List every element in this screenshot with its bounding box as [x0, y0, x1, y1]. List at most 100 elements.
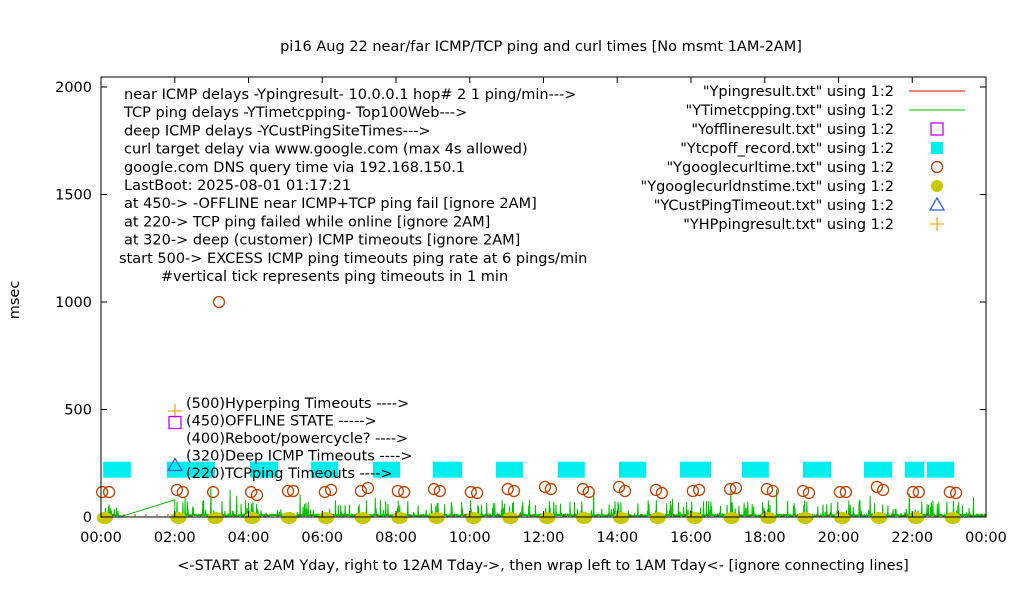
tcpoff-marker — [863, 461, 893, 478]
legend-entry-label: "Yofflineresult.txt" using 1:2 — [691, 122, 894, 138]
curl-time-point — [433, 484, 447, 498]
x-tick-label: 00:00 — [80, 530, 122, 546]
curl-time-point — [507, 484, 521, 498]
curl-time-point — [538, 480, 552, 494]
legend-entry-label: "YTimetcpping.txt" using 1:2 — [686, 103, 894, 119]
level-label: (500)Hyperping Timeouts ----> — [186, 396, 409, 412]
note-line: curl target delay via www.google.com (ma… — [124, 142, 528, 158]
x-tick-label: 02:00 — [154, 530, 196, 546]
curl-time-point — [391, 484, 404, 498]
x-tick-label: 22:00 — [891, 530, 933, 546]
curl-time-point — [802, 486, 816, 500]
tcpoff-marker — [803, 461, 832, 478]
tcpoff-marker — [103, 461, 131, 478]
level-marker-icon — [166, 457, 184, 472]
legend-entry-label: "Ygooglecurltime.txt" using 1:2 — [667, 160, 895, 176]
curl-time-point — [206, 485, 220, 499]
curl-time-point — [464, 485, 478, 499]
dns-time-point — [576, 512, 593, 524]
y-tick-label: 0 — [83, 510, 92, 526]
tcpoff-marker — [741, 461, 769, 478]
dns-time-point — [465, 512, 482, 524]
curl-time-point — [176, 485, 190, 499]
curl-time-point — [729, 481, 743, 495]
note-line: at 220-> TCP ping failed while online [i… — [124, 214, 490, 230]
curl-time-point — [318, 485, 331, 499]
legend-entry-label: "YHPpingresult.txt" using 1:2 — [683, 217, 894, 233]
level-label: (400)Reboot/powercycle? ----> — [186, 431, 408, 447]
legend-entry-label: "Ytcpoff_record.txt" using 1:2 — [680, 141, 894, 157]
dns-time-point — [539, 512, 556, 524]
notes-block: near ICMP delays -Ypingresult- 10.0.0.1 … — [119, 87, 587, 285]
curl-time-point — [470, 486, 484, 500]
level-label: (450)OFFLINE STATE -----> — [186, 414, 377, 430]
dns-time-point — [907, 512, 924, 524]
x-tick-label: 20:00 — [818, 530, 860, 546]
curl-time-point — [244, 485, 258, 499]
note-line: TCP ping delays -YTimetcpping- Top100Web… — [123, 105, 467, 121]
curl-time-point — [870, 480, 883, 494]
tcpoff-marker — [373, 461, 401, 478]
legend-marker-icon — [930, 160, 944, 174]
x-tick-label: 00:00 — [965, 530, 1007, 546]
curl-time-point — [766, 484, 780, 498]
curl-time-point — [361, 481, 375, 495]
note-line: near ICMP delays -Ypingresult- 10.0.0.1 … — [124, 87, 576, 103]
curl-time-point — [397, 485, 411, 499]
curl-time-point — [582, 485, 596, 499]
dns-time-point — [686, 512, 703, 524]
legend-marker-icon — [928, 196, 946, 211]
level-labels: (500)Hyperping Timeouts ----> (450)OFFLIN… — [166, 396, 413, 482]
note-line: deep ICMP delays -YCustPingSiteTimes---> — [124, 123, 431, 139]
note-line: at 320-> deep (customer) ICMP timeouts [… — [124, 233, 520, 249]
tcpoff-marker — [904, 461, 925, 478]
dns-time-point — [502, 512, 519, 524]
dns-time-point — [96, 512, 113, 524]
curl-time-point — [655, 486, 669, 500]
curl-time-point — [576, 482, 590, 496]
note-line: google.com DNS query time via 192.168.15… — [124, 160, 465, 176]
dns-time-point — [170, 512, 187, 524]
y-axis-label: msec — [7, 281, 23, 320]
curl-time-point — [833, 485, 847, 499]
x-tick-label: 14:00 — [596, 530, 638, 546]
tcpoff-marker — [495, 461, 523, 478]
curl-time-point — [686, 484, 699, 498]
curl-time-point — [796, 484, 810, 498]
curl-time-point — [427, 482, 441, 496]
level-marker-icon — [168, 415, 182, 430]
y-tick-label: 1500 — [55, 188, 92, 204]
curl-time-point — [212, 295, 226, 309]
tcpoff-marker — [619, 461, 647, 478]
curl-time-point — [839, 485, 853, 499]
dns-time-point — [944, 512, 961, 524]
legend-entry-label: "Ypingresult.txt" using 1:2 — [703, 84, 894, 100]
curl-time-point — [906, 485, 920, 499]
dns-time-point — [207, 512, 224, 524]
chart-title: pi16 Aug 22 near/far ICMP/TCP ping and c… — [280, 39, 802, 55]
curl-time-point — [354, 484, 368, 498]
legend-marker-icon — [930, 217, 944, 231]
level-label: (320)Deep ICMP Timeouts ----> — [186, 449, 413, 465]
legend-marker-icon — [930, 122, 944, 136]
x-tick-label: 08:00 — [375, 530, 417, 546]
dns-time-point — [834, 512, 851, 524]
tcpoff-marker — [679, 461, 711, 478]
note-line: #vertical tick represents ping timeouts … — [124, 269, 508, 285]
x-tick-label: 10:00 — [449, 530, 491, 546]
x-tick-label: 18:00 — [744, 530, 786, 546]
curl-time-point — [170, 483, 184, 497]
curl-time-point — [876, 483, 890, 497]
legend: "Ypingresult.txt" using 1:2 "YTimetcpping… — [641, 84, 965, 233]
curl-time-point — [102, 485, 116, 499]
dns-time-point — [723, 512, 740, 524]
dns-time-point — [871, 512, 888, 524]
dns-time-point — [797, 512, 814, 524]
legend-marker-icon — [931, 142, 943, 154]
dns-time-point — [244, 512, 261, 524]
x-tick-label: 16:00 — [670, 530, 712, 546]
y-tick-label: 2000 — [55, 80, 92, 96]
level-marker-icon — [168, 404, 182, 418]
x-tick-label: 04:00 — [228, 530, 270, 546]
